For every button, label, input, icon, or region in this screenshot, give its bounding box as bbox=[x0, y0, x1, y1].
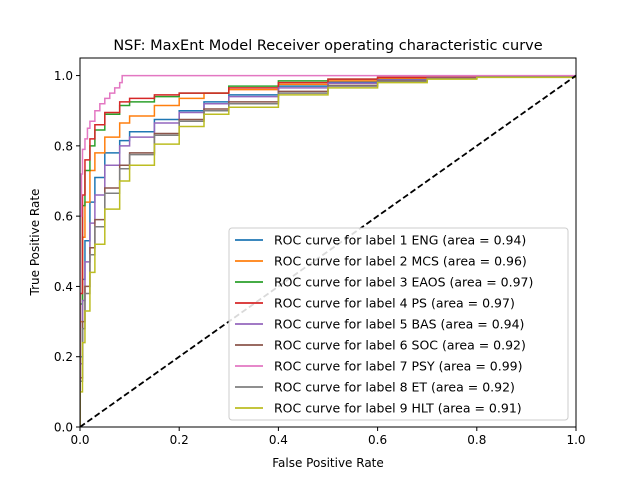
legend-entry-label: ROC curve for label 1 ENG (area = 0.94) bbox=[274, 233, 526, 248]
roc-curve-series-9 bbox=[80, 75, 576, 427]
y-tick-label: 0.2 bbox=[54, 350, 73, 364]
legend-entry-label: ROC curve for label 3 EAOS (area = 0.97) bbox=[274, 275, 533, 290]
y-axis-label: True Positive Rate bbox=[28, 189, 42, 297]
x-tick-label: 0.0 bbox=[70, 433, 89, 447]
x-tick-label: 0.8 bbox=[467, 433, 486, 447]
y-tick-label: 0.0 bbox=[54, 421, 73, 435]
roc-curve-series-7 bbox=[80, 74, 576, 427]
x-axis-label: False Positive Rate bbox=[272, 456, 384, 470]
roc-curve-series-4 bbox=[80, 75, 576, 427]
y-axis: 0.0 0.2 0.4 0.6 0.8 1.0 bbox=[54, 69, 80, 435]
plot-area: 0.0 0.2 0.4 0.6 0.8 1.0 0.0 0.2 0.4 0.6 0.8 1.0 bbox=[54, 57, 586, 447]
legend-box bbox=[228, 227, 569, 421]
y-tick-label: 0.8 bbox=[54, 139, 73, 153]
legend-entry-label: ROC curve for label 5 BAS (area = 0.94) bbox=[274, 317, 524, 332]
roc-curve-series-8 bbox=[80, 75, 576, 427]
x-axis: 0.0 0.2 0.4 0.6 0.8 1.0 bbox=[70, 427, 586, 447]
axes-frame bbox=[79, 57, 577, 428]
chance-diagonal-line bbox=[80, 74, 576, 427]
series-layer bbox=[80, 74, 576, 427]
chart-title: NSF: MaxEnt Model Receiver operating cha… bbox=[113, 38, 542, 54]
legend-items: ROC curve for label 1 ENG (area = 0.94) R… bbox=[235, 233, 533, 416]
legend-entry-label: ROC curve for label 8 ET (area = 0.92) bbox=[274, 380, 515, 395]
legend: ROC curve for label 1 ENG (area = 0.94) R… bbox=[228, 227, 569, 421]
x-tick-label: 0.6 bbox=[368, 433, 387, 447]
x-tick-label: 1.0 bbox=[566, 433, 585, 447]
y-tick-label: 0.6 bbox=[54, 210, 73, 224]
legend-entry-label: ROC curve for label 4 PS (area = 0.97) bbox=[274, 296, 515, 311]
y-tick-label: 1.0 bbox=[54, 69, 73, 83]
x-tick-label: 0.2 bbox=[170, 433, 189, 447]
legend-entry-label: ROC curve for label 9 HLT (area = 0.91) bbox=[274, 401, 522, 416]
legend-entry-label: ROC curve for label 2 MCS (area = 0.96) bbox=[274, 254, 527, 269]
roc-curve-series-2 bbox=[80, 75, 576, 427]
legend-entry-label: ROC curve for label 7 PSY (area = 0.99) bbox=[274, 359, 522, 374]
y-tick-label: 0.4 bbox=[54, 280, 73, 294]
x-tick-label: 0.4 bbox=[269, 433, 288, 447]
legend-entry-label: ROC curve for label 6 SOC (area = 0.92) bbox=[274, 338, 526, 353]
